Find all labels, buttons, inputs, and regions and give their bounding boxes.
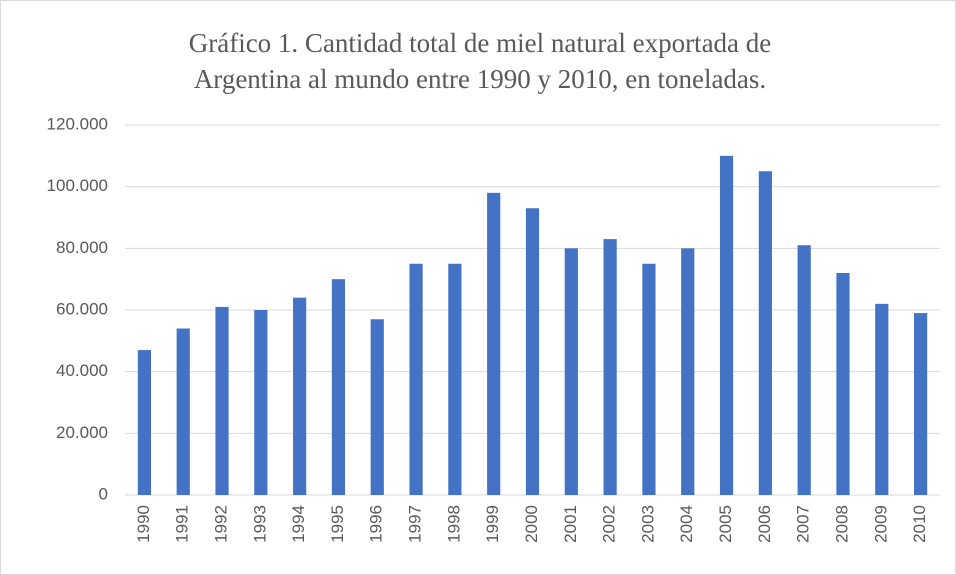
x-tick-label: 1996 — [367, 505, 386, 543]
x-tick-label: 1994 — [289, 505, 308, 543]
bar — [603, 239, 617, 495]
x-tick-label: 1997 — [406, 505, 425, 543]
chart-title: Gráfico 1. Cantidad total de miel natura… — [189, 28, 772, 58]
bar — [176, 328, 190, 495]
bar — [525, 208, 540, 495]
bar — [293, 297, 307, 495]
bar — [642, 263, 656, 495]
y-tick-label: 80.000 — [56, 238, 108, 257]
bar — [836, 273, 850, 495]
y-tick-label: 100.000 — [47, 176, 108, 195]
x-tick-label: 2001 — [561, 505, 580, 543]
bar — [719, 155, 734, 496]
x-tick-label: 1993 — [250, 505, 269, 543]
y-tick-label: 20.000 — [56, 423, 108, 442]
bar — [215, 306, 229, 495]
bar — [913, 313, 928, 495]
y-tick-label: 40.000 — [56, 361, 108, 380]
bar — [681, 248, 695, 495]
x-tick-label: 2000 — [522, 505, 541, 543]
x-tick-label: 1992 — [212, 505, 231, 543]
x-tick-label: 2002 — [600, 505, 619, 543]
bar — [254, 310, 268, 495]
x-tick-label: 1991 — [173, 505, 192, 543]
x-tick-label: 1990 — [134, 505, 153, 543]
bar — [370, 319, 384, 495]
y-tick-label: 0 — [99, 484, 108, 503]
x-tick-label: 2006 — [755, 505, 774, 543]
x-tick-label: 2007 — [794, 505, 813, 543]
x-tick-label: 2005 — [716, 505, 735, 543]
x-tick-label: 1998 — [444, 505, 463, 543]
bar — [875, 303, 889, 495]
x-tick-label: 2010 — [910, 505, 929, 543]
x-tick-label: 2004 — [677, 505, 696, 543]
bar — [331, 279, 346, 495]
bar — [564, 248, 578, 495]
y-tick-label: 120.000 — [47, 114, 108, 133]
bar — [797, 245, 811, 495]
x-tick-label: 2009 — [871, 505, 890, 543]
y-tick-label: 60.000 — [56, 299, 108, 318]
x-tick-label: 2008 — [832, 505, 851, 543]
chart-title: Argentina al mundo entre 1990 y 2010, en… — [194, 64, 766, 94]
x-tick-label: 1999 — [483, 505, 502, 543]
bar — [409, 263, 423, 495]
x-tick-label: 2003 — [638, 505, 657, 543]
bar — [487, 192, 501, 496]
bar — [448, 263, 462, 495]
bar — [137, 350, 152, 495]
bar — [758, 171, 772, 495]
x-tick-label: 1995 — [328, 505, 347, 543]
